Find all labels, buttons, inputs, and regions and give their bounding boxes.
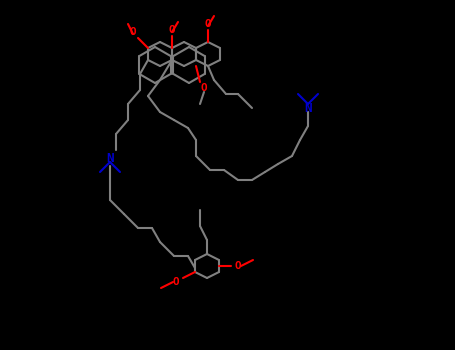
Text: O: O bbox=[205, 19, 212, 29]
Text: O: O bbox=[235, 261, 241, 271]
Text: O: O bbox=[172, 277, 179, 287]
Text: O: O bbox=[130, 27, 136, 37]
Text: N: N bbox=[304, 102, 312, 114]
Text: N: N bbox=[106, 152, 114, 164]
Text: O: O bbox=[169, 25, 175, 35]
Text: O: O bbox=[201, 83, 207, 93]
